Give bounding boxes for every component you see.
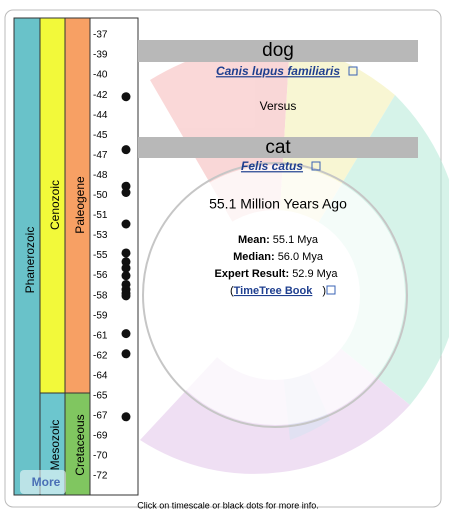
external-icon (348, 66, 358, 76)
paren: ( (230, 285, 234, 297)
divergence-dot[interactable] (121, 181, 131, 191)
taxon-bar (138, 137, 418, 158)
more-label[interactable]: More (32, 475, 61, 489)
tick-label: -47 (93, 150, 108, 161)
tick-label: -65 (93, 391, 108, 402)
tick-label: -70 (93, 451, 108, 462)
expert-label: Expert Result: (215, 268, 290, 280)
tick-label: -39 (93, 50, 108, 61)
divergence-dot[interactable] (121, 271, 131, 281)
paren: ) (322, 285, 326, 297)
tick-label: -42 (93, 90, 108, 101)
tick-label: -37 (93, 30, 108, 41)
period-label: Cretaceous (73, 414, 87, 475)
tick-label: -56 (93, 270, 108, 281)
expert: Expert Result: 52.9 Mya (215, 268, 339, 280)
tick-label: -48 (93, 170, 108, 181)
divergence-dot[interactable] (121, 219, 131, 229)
versus: Versus (260, 99, 297, 113)
tick-label: -55 (93, 250, 108, 261)
taxon-bar (138, 40, 418, 62)
divergence-dot[interactable] (121, 188, 131, 197)
expert-value: 52.9 Mya (292, 268, 338, 280)
taxon-name: cat (265, 137, 291, 158)
tick-label: -59 (93, 310, 108, 321)
footer: Click on timescale or black dots for mor… (137, 500, 319, 510)
median-value: 56.0 Mya (278, 251, 324, 263)
divergence-dot[interactable] (121, 248, 131, 258)
median: Median: 56.0 Mya (233, 251, 324, 263)
divergence-dot[interactable] (121, 291, 131, 301)
tick-label: -69 (93, 431, 108, 442)
eon-label: Phanerozoic (23, 227, 37, 294)
tick-label: -50 (93, 190, 108, 201)
median-label: Median: (233, 251, 275, 263)
divergence-dot[interactable] (121, 145, 131, 155)
more-button[interactable] (20, 470, 66, 494)
tick-label: -62 (93, 350, 108, 361)
tick-label: -64 (93, 370, 108, 381)
scientific-name-link[interactable]: Canis lupus familiaris (216, 64, 340, 78)
tick-label: -61 (93, 330, 108, 341)
era-label: Cenozoic (48, 180, 62, 230)
divergence-dot[interactable] (121, 349, 131, 359)
mean-value: 55.1 Mya (273, 234, 319, 246)
tick-label: -58 (93, 290, 108, 301)
period-label: Paleogene (73, 176, 87, 234)
divergence-dot[interactable] (121, 92, 131, 102)
taxon-name: dog (262, 40, 294, 61)
citation: (TimeTree Book) (230, 285, 326, 297)
headline: 55.1 Million Years Ago (209, 196, 347, 212)
book-link[interactable]: TimeTree Book (234, 285, 314, 297)
tree-wheel (140, 41, 449, 474)
divergence-dot[interactable] (121, 412, 131, 422)
divergence-dot[interactable] (121, 257, 131, 267)
scientific-name-link[interactable]: Felis catus (241, 159, 303, 173)
tick-label: -67 (93, 411, 108, 422)
era-label: Mesozoic (48, 420, 62, 471)
divergence-dot[interactable] (121, 263, 131, 273)
tick-label: -53 (93, 230, 108, 241)
mean: Mean: 55.1 Mya (238, 234, 319, 246)
external-icon (311, 161, 321, 171)
tick-label: -45 (93, 130, 108, 141)
external-icon (326, 285, 336, 295)
mean-label: Mean: (238, 234, 270, 246)
tick-label: -51 (93, 210, 108, 221)
tick-label: -40 (93, 70, 108, 81)
divergence-dot[interactable] (121, 329, 131, 339)
tick-label: -44 (93, 110, 108, 121)
tick-label: -72 (93, 471, 108, 482)
